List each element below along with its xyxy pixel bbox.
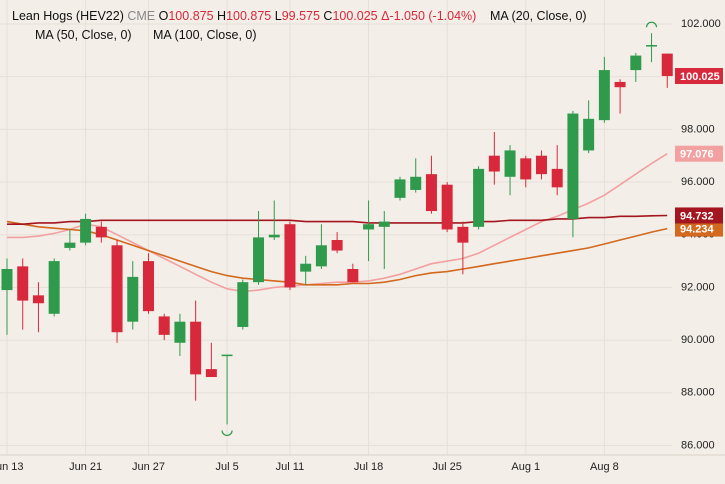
candle-body <box>221 354 233 357</box>
y-tick-label: 86.000 <box>681 439 715 451</box>
candle-body <box>394 179 406 198</box>
candle-body <box>425 174 437 212</box>
candle-body <box>331 240 343 251</box>
candle-body <box>441 184 453 230</box>
candle-body <box>473 168 485 227</box>
symbol: Lean Hogs (HEV22) <box>12 9 124 23</box>
ma-price-tag: 94.732 <box>680 210 714 222</box>
low-marker <box>221 430 233 436</box>
candle-body <box>315 245 327 267</box>
high-marker <box>645 21 658 28</box>
candle-body <box>190 321 202 375</box>
ohlc-label: O <box>158 9 169 23</box>
candle-body <box>646 45 658 47</box>
header-row: Lean Hogs (HEV22) CME O100.875 H100.875 … <box>12 9 476 23</box>
candle-body <box>614 81 626 88</box>
legend-entry: MA (20, Close, 0) <box>490 9 587 23</box>
candle-body <box>598 70 610 121</box>
y-tick-label: 88.000 <box>681 387 715 399</box>
y-tick-label: 98.000 <box>681 123 715 135</box>
ma-price-tag-box <box>675 145 723 162</box>
ohlc-value: 100.875 <box>168 9 214 23</box>
change: Δ-1.050 (-1.04%) <box>381 9 477 23</box>
ohlc-label: L <box>274 9 282 23</box>
candle-body <box>520 158 532 180</box>
ma-line <box>6 220 668 286</box>
candle-body <box>347 268 359 283</box>
candle-body <box>284 224 296 288</box>
x-tick-label: Jun 13 <box>0 461 24 473</box>
candle-body <box>1 268 13 291</box>
candle-body <box>488 155 500 172</box>
candle-body <box>205 369 217 378</box>
candle-body <box>567 113 579 219</box>
x-tick-label: Jun 27 <box>132 461 165 473</box>
x-tick-label: Jul 25 <box>432 461 461 473</box>
candle-body <box>583 118 595 151</box>
candle-body <box>253 237 265 283</box>
y-tick-label: 102.000 <box>681 18 721 30</box>
last-price-tag-box <box>675 68 723 85</box>
ma-line <box>7 153 668 293</box>
x-tick-label: Jul 18 <box>354 461 383 473</box>
exchange: CME <box>127 9 156 23</box>
ma-price-tag-box <box>675 207 723 224</box>
ma-price-tag: 97.076 <box>680 149 714 161</box>
candle-body <box>237 282 249 327</box>
candle-body <box>410 176 422 190</box>
legend-entry: MA (50, Close, 0) <box>35 28 132 42</box>
ohlc-label: C <box>323 9 333 23</box>
x-tick-label: Aug 1 <box>511 461 540 473</box>
ohlc-value: 100.025 <box>332 9 378 23</box>
ma-price-tag: 94.234 <box>680 223 715 235</box>
y-tick-label: 96.000 <box>681 176 715 188</box>
candle-body <box>268 234 280 238</box>
candle-body <box>142 261 154 312</box>
legend-entry: MA (100, Close, 0) <box>153 28 257 42</box>
candle-body <box>504 150 516 177</box>
x-tick-label: Jul 5 <box>215 461 238 473</box>
candle-body <box>363 224 375 230</box>
ma-price-tag-box <box>675 220 723 237</box>
candle-body <box>174 321 186 343</box>
x-tick-label: Jun 21 <box>69 461 102 473</box>
ohlc-value: 99.575 <box>281 9 320 23</box>
y-tick-label: 90.000 <box>681 334 715 346</box>
last-price-tag: 100.025 <box>680 71 720 83</box>
candle-body <box>127 276 139 322</box>
x-tick-label: Aug 8 <box>590 461 619 473</box>
y-tick-label: 92.000 <box>681 281 715 293</box>
candle-body <box>80 218 92 243</box>
ohlc-value: 100.875 <box>226 9 272 23</box>
candle-body <box>551 168 563 188</box>
candle-body <box>64 242 76 248</box>
candle-body <box>48 261 60 314</box>
candle-body <box>32 295 44 304</box>
ma-line <box>7 214 668 225</box>
ohlc-label: H <box>217 9 227 23</box>
x-tick-label: Jul 11 <box>276 461 305 473</box>
candle-body <box>158 316 170 335</box>
candle-body <box>111 245 123 333</box>
candle-body <box>300 263 312 272</box>
candle-body <box>535 155 547 175</box>
candle-body <box>630 55 642 71</box>
candle-body <box>95 226 107 238</box>
candle-body <box>378 221 390 227</box>
candle-body <box>457 226 469 243</box>
candle-body <box>661 53 673 77</box>
candle-body <box>17 266 29 301</box>
